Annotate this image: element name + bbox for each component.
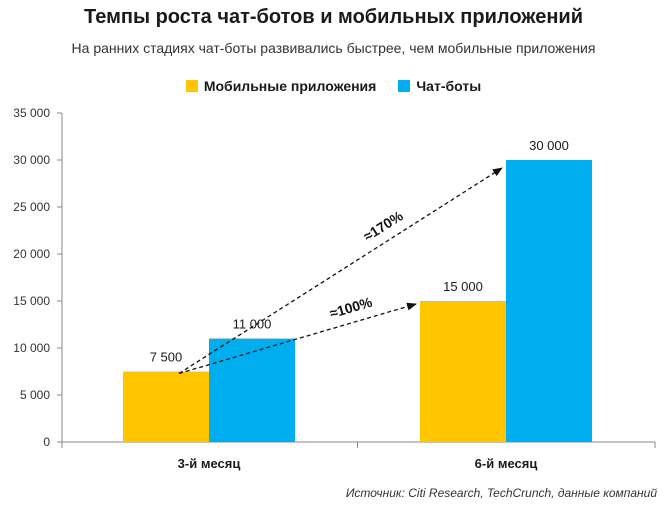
- chart-title: Темпы роста чат-ботов и мобильных прилож…: [83, 6, 583, 28]
- annotation-100-arrow: [178, 302, 417, 375]
- bar: [209, 338, 295, 442]
- data-label: 7 500: [150, 350, 183, 365]
- x-tick-label: 6-й месяц: [475, 456, 538, 471]
- legend-label-mobile: Мобильные приложения: [203, 78, 377, 94]
- legend: Мобильные приложения Чат-боты: [0, 78, 667, 94]
- y-tick-label: 20 000: [13, 247, 50, 261]
- data-label: 15 000: [443, 279, 483, 294]
- x-tick-label: 3-й месяц: [178, 456, 241, 471]
- legend-swatch-bots: [398, 80, 411, 92]
- annotation-170-label: ≈170%: [360, 207, 406, 244]
- source-note: Источник: Citi Research, TechCrunch, дан…: [345, 486, 657, 500]
- legend-swatch-mobile: [185, 80, 198, 92]
- y-tick-label: 10 000: [13, 341, 50, 355]
- annotation-170-arrow: [178, 167, 503, 375]
- annotation-100-label: ≈100%: [328, 294, 375, 322]
- y-tick-label: 25 000: [13, 200, 50, 214]
- legend-item-mobile: Мобильные приложения: [185, 78, 377, 94]
- y-tick-label: 30 000: [13, 153, 50, 167]
- y-tick-label: 15 000: [13, 294, 50, 308]
- y-tick-label: 5 000: [20, 388, 50, 402]
- chart-subtitle: На ранних стадиях чат-боты развивались б…: [71, 40, 596, 56]
- bar: [123, 371, 209, 442]
- data-label: 11 000: [233, 317, 272, 332]
- bar: [506, 160, 592, 442]
- y-tick-label: 0: [43, 435, 50, 449]
- data-label: 30 000: [529, 138, 569, 153]
- legend-item-bots: Чат-боты: [398, 78, 481, 94]
- legend-label-bots: Чат-боты: [416, 78, 482, 94]
- y-tick-label: 35 000: [13, 106, 50, 120]
- bar: [420, 301, 506, 442]
